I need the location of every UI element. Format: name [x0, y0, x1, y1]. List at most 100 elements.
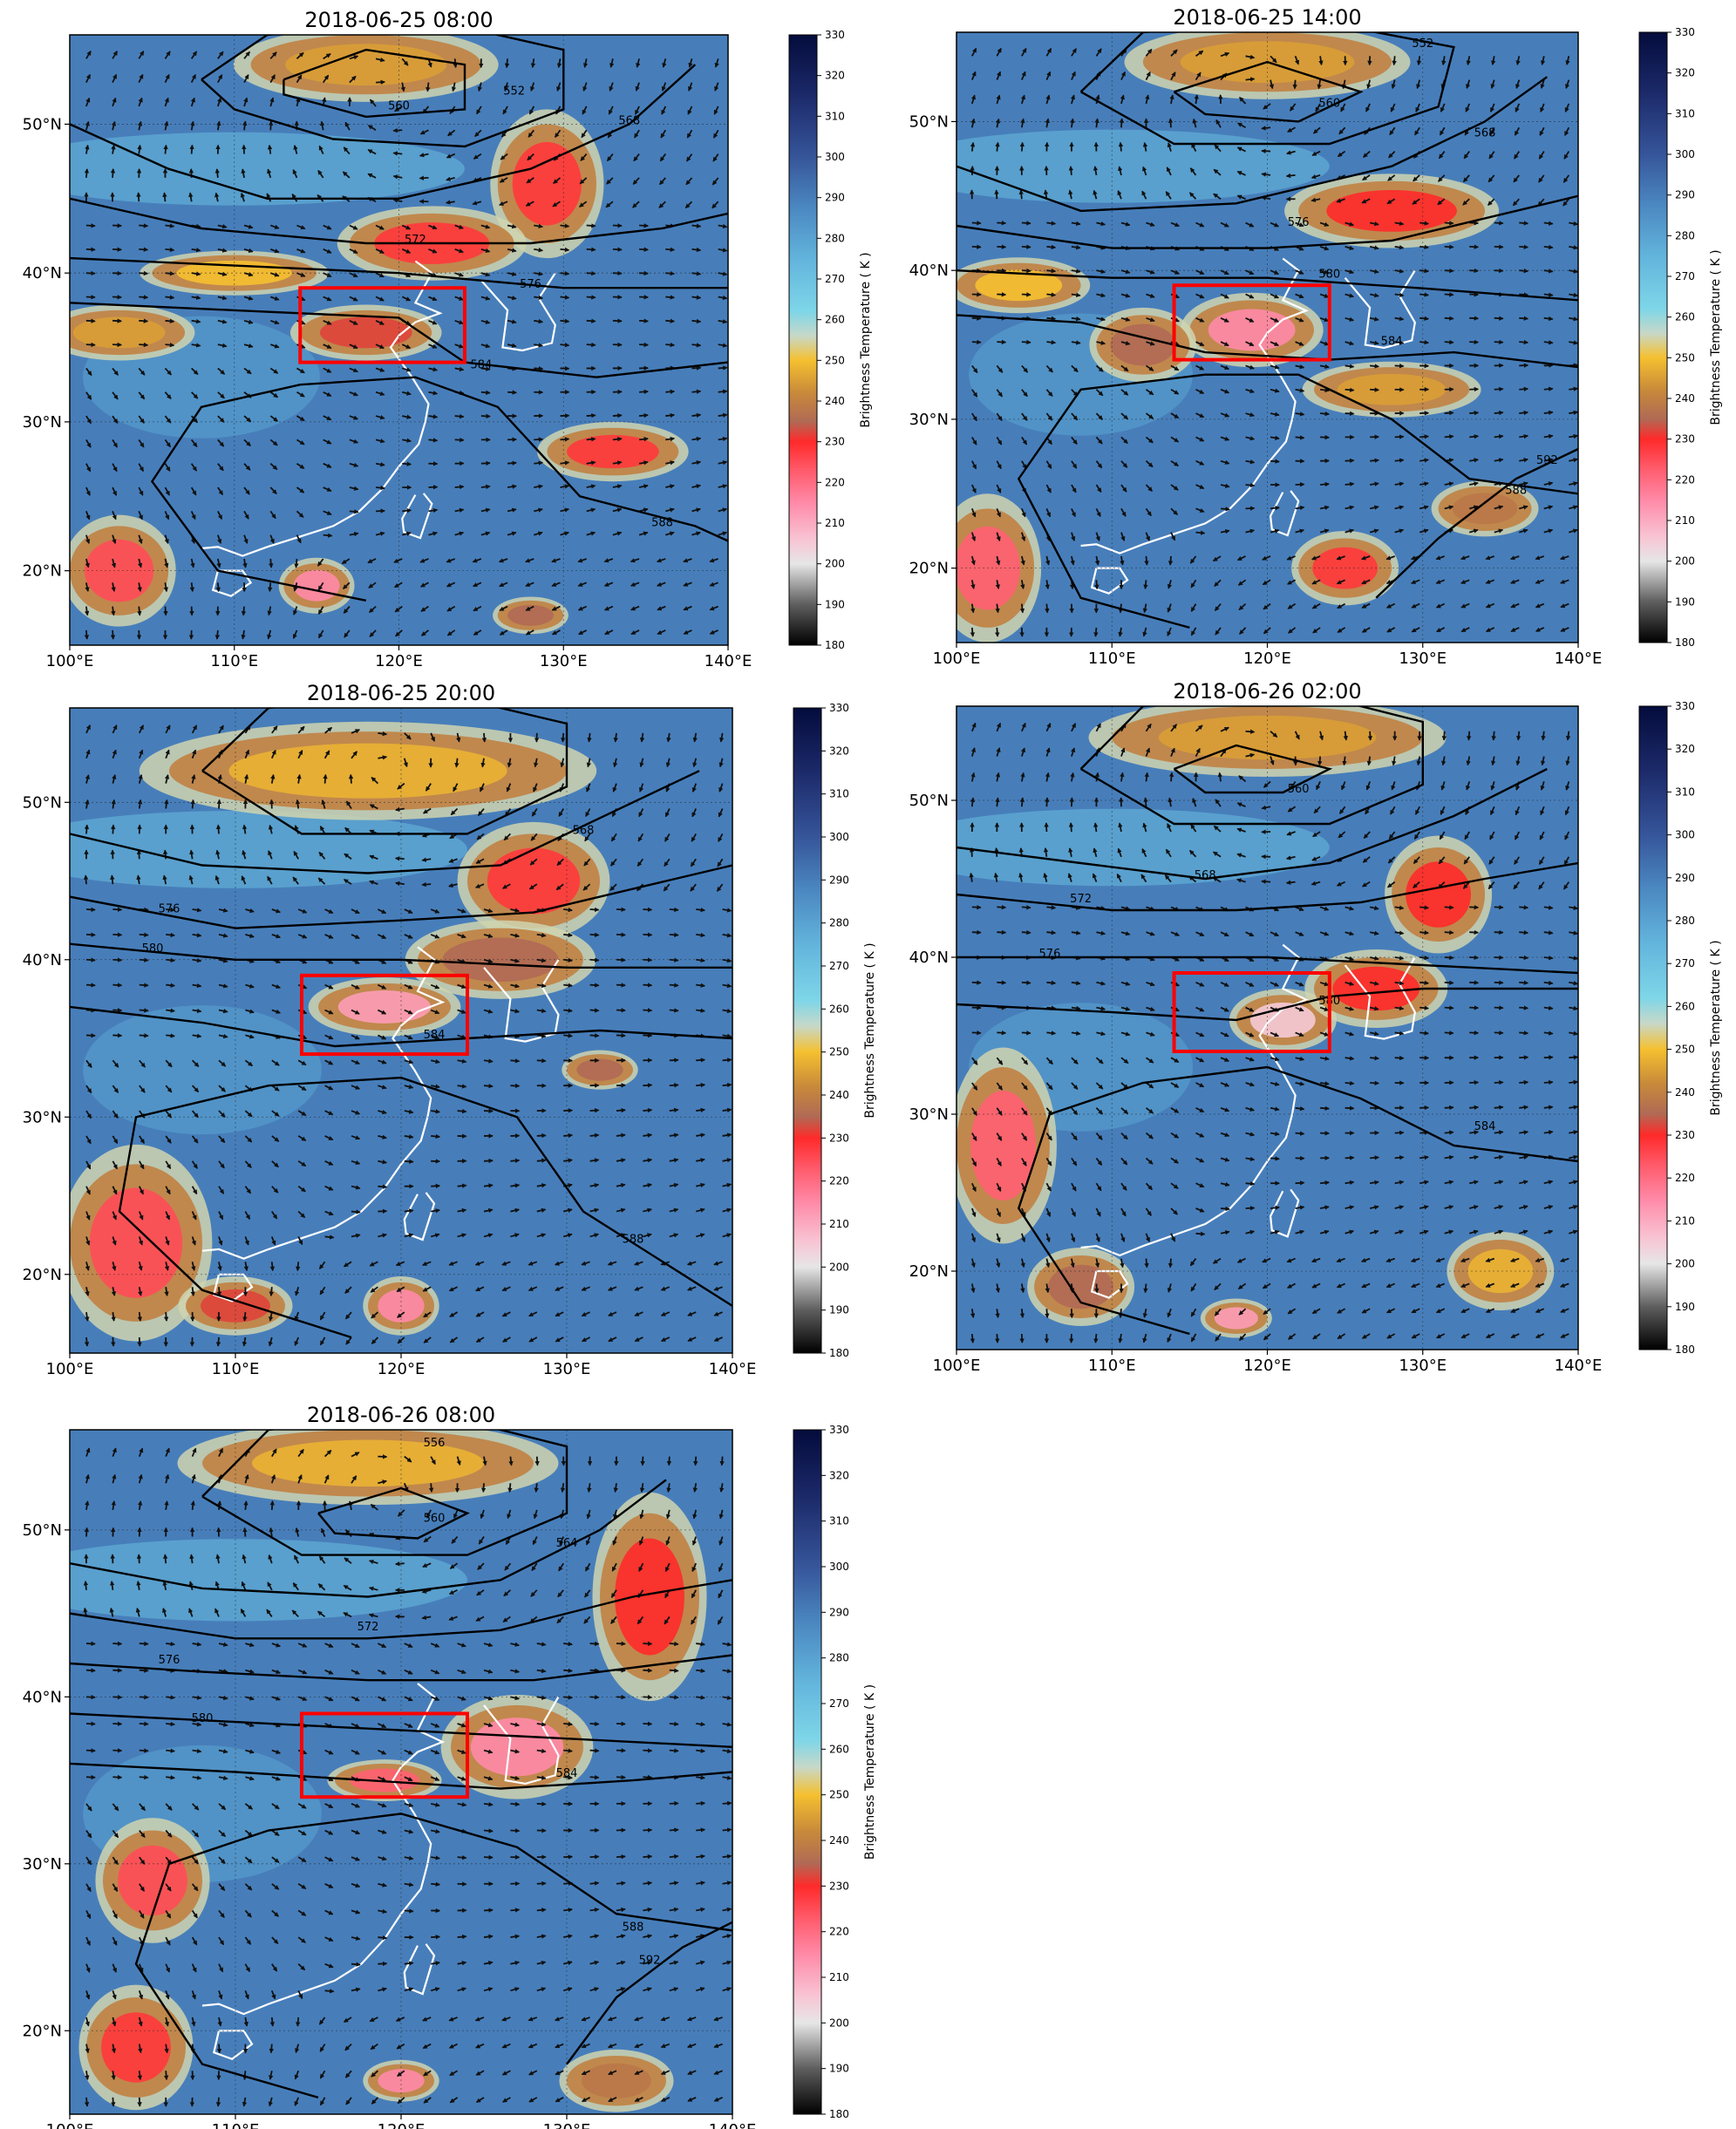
colorbar-label: Brightness Temperature ( K ) [863, 942, 877, 1118]
geopotential-contour [70, 302, 728, 378]
coastline [1344, 269, 1416, 350]
wind-vectors [83, 724, 732, 1347]
contour-label: 568 [1195, 869, 1216, 882]
colorbar-tick-label: 230 [829, 1880, 849, 1892]
colorbar-label: Brightness Temperature ( K ) [859, 252, 873, 427]
contour-label: 572 [357, 1621, 379, 1634]
cloud-blob [559, 2049, 674, 2112]
contour-label: 568 [618, 114, 640, 127]
contour-label: 588 [623, 1234, 644, 1247]
geopotential-contour [957, 269, 1578, 302]
colorbar: 180 190 200 210 220 230 240 250 260 270 280 290 300 3… [788, 29, 873, 651]
region-box [1172, 971, 1331, 1053]
y-tick-label: 40°N [23, 951, 62, 969]
colorbar-tick-label: 300 [1675, 829, 1695, 841]
colorbar-tick-label: 300 [829, 831, 849, 843]
contour-label: 556 [424, 1437, 446, 1450]
colorbar-tick-label: 240 [829, 1089, 849, 1101]
contour-label: 572 [405, 234, 426, 247]
x-tick-label: 100°E [46, 652, 94, 670]
geopotential-contour [1079, 706, 1424, 826]
cloud-band [957, 808, 1330, 887]
contour-label: 568 [573, 824, 595, 837]
colorbar-tick-label: 320 [829, 1469, 849, 1481]
map-area: 552 560 568 572 576 584 588 [70, 35, 728, 645]
geopotential-contour [957, 861, 1578, 912]
colorbar-tick-label: 220 [825, 476, 845, 488]
contour-label: 580 [142, 942, 164, 956]
y-tick-label: 40°N [23, 264, 62, 282]
contour-label: 588 [1505, 484, 1527, 497]
colorbar-tick-label: 200 [1675, 555, 1695, 568]
cloud-blob [177, 1430, 559, 1506]
colorbar-tick-label: 250 [1675, 351, 1695, 364]
colorbar-scale [793, 1429, 822, 2115]
colorbar-tick-label: 320 [1675, 743, 1695, 755]
colorbar-tick-label: 230 [1675, 1129, 1695, 1141]
colorbar-scale [788, 34, 818, 646]
colorbar-tick-label: 200 [829, 1261, 849, 1273]
y-tick-label: 30°N [23, 413, 62, 432]
x-tick-label: 120°E [378, 2121, 425, 2129]
contour-label: 584 [1474, 1120, 1496, 1133]
geopotential-contour [566, 1921, 732, 2065]
colorbar-tick-label: 210 [829, 1218, 849, 1230]
colorbar-tick-label: 230 [1675, 433, 1695, 446]
y-tick-label: 50°N [909, 792, 949, 810]
coastline [401, 493, 433, 540]
colorbar-tick-label: 290 [829, 874, 849, 886]
colorbar: 180 190 200 210 220 230 240 250 260 270 280 290 300 3… [793, 1424, 877, 2120]
colorbar-tick-label: 290 [1675, 872, 1695, 884]
geopotential-contour [201, 35, 565, 148]
coastline [211, 569, 253, 597]
colorbar-tick-label: 310 [1675, 107, 1695, 119]
colorbar-tick-label: 330 [1675, 26, 1695, 38]
colorbar-tick-label: 180 [829, 2108, 849, 2120]
y-tick-label: 20°N [23, 2022, 62, 2040]
x-tick-label: 100°E [933, 650, 981, 668]
panel-2: 552 560 568 576 580 584 588 592 2018-06-25 14:00… [909, 5, 1723, 668]
contour-label: 588 [623, 1921, 644, 1934]
colorbar-tick-label: 270 [829, 960, 849, 972]
y-tick-label: 20°N [909, 560, 949, 578]
y-tick-label: 30°N [23, 1855, 62, 1874]
geopotential-contour [70, 770, 700, 874]
colorbar-tick-label: 330 [829, 1424, 849, 1436]
geopotential-contour [70, 1654, 732, 1682]
geopotential-contour [957, 987, 1578, 1022]
colorbar: 180 190 200 210 220 230 240 250 260 270 280 290 300 3… [1638, 26, 1723, 649]
x-tick-label: 130°E [543, 1360, 591, 1378]
coastline [403, 1943, 436, 1996]
y-tick-label: 40°N [909, 262, 949, 280]
geopotential-contour [317, 1486, 470, 1540]
cloud-blob [537, 421, 689, 482]
y-tick-label: 20°N [909, 1262, 949, 1281]
colorbar-tick-label: 310 [829, 788, 849, 800]
colorbar-tick-label: 220 [1675, 473, 1695, 486]
coastline [403, 1192, 436, 1241]
panel-title: 2018-06-26 02:00 [1173, 679, 1361, 704]
colorbar-tick-label: 280 [1675, 915, 1695, 927]
colorbar-tick-label: 300 [825, 151, 845, 163]
colorbar-label: Brightness Temperature ( K ) [1709, 940, 1723, 1115]
colorbar-tick-label: 290 [825, 192, 845, 204]
y-tick-label: 30°N [909, 411, 949, 429]
colorbar-tick-label: 260 [1675, 1000, 1695, 1012]
panel-title: 2018-06-26 08:00 [307, 1403, 495, 1427]
contour-label: 552 [1412, 37, 1433, 51]
cloud-blob [1089, 307, 1197, 383]
colorbar-label: Brightness Temperature ( K ) [1709, 249, 1723, 425]
y-tick-label: 30°N [909, 1105, 949, 1124]
cloud-blob [95, 1818, 210, 1943]
contour-label: 576 [159, 903, 180, 916]
colorbar-tick-label: 320 [825, 70, 845, 82]
geopotential-contour [1017, 1065, 1578, 1336]
y-tick-label: 20°N [23, 1266, 62, 1284]
contour-label: 580 [192, 1712, 214, 1725]
cloud-blob [1385, 835, 1493, 954]
cloud-blob [70, 304, 195, 361]
panel-title: 2018-06-25 14:00 [1173, 5, 1361, 30]
contour-label: 576 [1288, 216, 1310, 229]
